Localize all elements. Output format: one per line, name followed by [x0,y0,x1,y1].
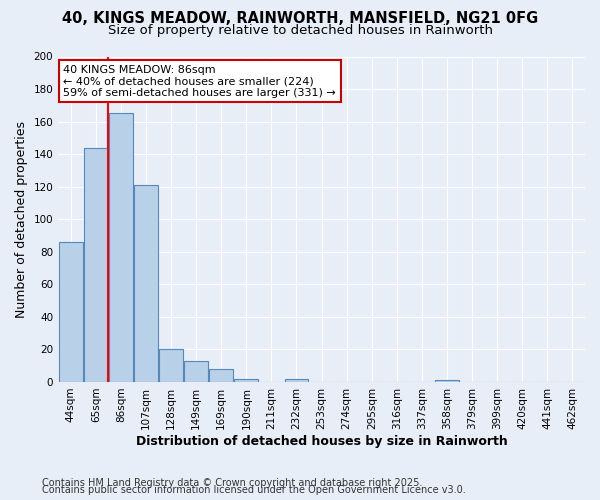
X-axis label: Distribution of detached houses by size in Rainworth: Distribution of detached houses by size … [136,434,508,448]
Bar [184,361,208,382]
Text: Contains public sector information licensed under the Open Government Licence v3: Contains public sector information licen… [42,485,466,495]
Bar [209,369,233,382]
Text: 40, KINGS MEADOW, RAINWORTH, MANSFIELD, NG21 0FG: 40, KINGS MEADOW, RAINWORTH, MANSFIELD, … [62,11,538,26]
Text: 40 KINGS MEADOW: 86sqm
← 40% of detached houses are smaller (224)
59% of semi-de: 40 KINGS MEADOW: 86sqm ← 40% of detached… [64,64,336,98]
Bar [284,378,308,382]
Y-axis label: Number of detached properties: Number of detached properties [15,120,28,318]
Bar [109,114,133,382]
Bar [159,350,183,382]
Bar [84,148,108,382]
Text: Contains HM Land Registry data © Crown copyright and database right 2025.: Contains HM Land Registry data © Crown c… [42,478,422,488]
Bar [59,242,83,382]
Bar [134,185,158,382]
Bar [235,378,258,382]
Text: Size of property relative to detached houses in Rainworth: Size of property relative to detached ho… [107,24,493,37]
Bar [435,380,459,382]
